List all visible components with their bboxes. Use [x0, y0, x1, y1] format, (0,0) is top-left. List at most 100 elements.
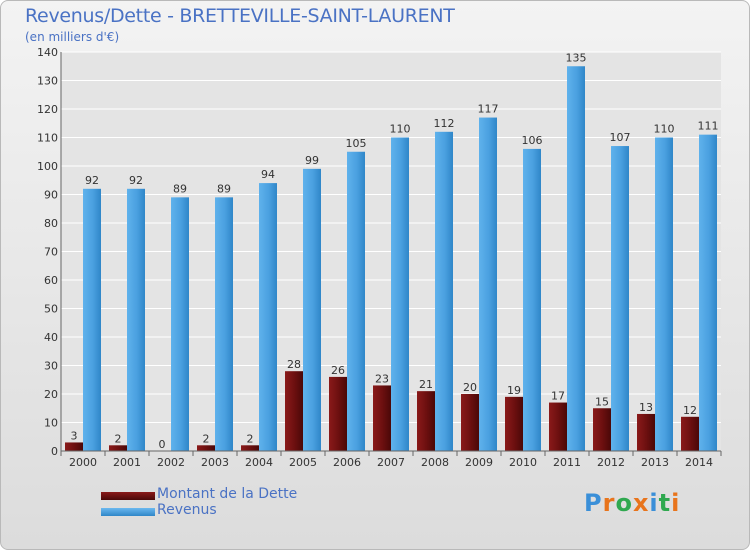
data-label-dette: 26	[331, 364, 345, 377]
bar-revenus-2002	[171, 197, 189, 451]
y-tick-label: 110	[37, 132, 58, 145]
data-label-dette: 3	[71, 429, 78, 442]
x-tick-label: 2000	[69, 456, 97, 469]
data-label-revenus: 89	[173, 182, 187, 195]
y-tick-label: 20	[44, 388, 58, 401]
data-label-dette: 2	[203, 432, 210, 445]
x-tick-label: 2004	[245, 456, 273, 469]
x-tick-label: 2010	[509, 456, 537, 469]
y-tick-label: 140	[37, 46, 58, 59]
data-label-revenus: 107	[610, 131, 631, 144]
data-label-revenus: 110	[390, 123, 411, 136]
y-tick-label: 60	[44, 274, 58, 287]
bar-revenus-2000	[83, 188, 101, 452]
bar-dette-2003	[197, 445, 215, 451]
x-tick-label: 2006	[333, 456, 361, 469]
legend-swatch-dette	[101, 492, 155, 500]
legend-swatch-revenus	[101, 508, 155, 516]
y-tick-label: 10	[44, 417, 58, 430]
bar-revenus-2003	[215, 197, 233, 451]
bar-revenus-2009	[479, 117, 497, 452]
data-label-dette: 23	[375, 372, 389, 385]
bar-dette-2013	[637, 413, 655, 451]
bar-revenus-2004	[259, 183, 277, 451]
logo-letter: i	[649, 489, 659, 517]
data-label-revenus: 117	[478, 103, 499, 116]
data-label-dette: 15	[595, 395, 609, 408]
x-tick-label: 2012	[597, 456, 625, 469]
bar-dette-2004	[241, 445, 259, 451]
data-label-dette: 0	[159, 438, 166, 451]
logo-letter: r	[602, 489, 616, 517]
bar-revenus-2006	[347, 151, 365, 451]
logo-letter: i	[671, 489, 681, 517]
logo-letter: x	[632, 489, 650, 517]
bar-revenus-2014	[699, 134, 717, 451]
data-label-dette: 12	[683, 404, 697, 417]
y-tick-label: 0	[51, 445, 58, 458]
x-tick-label: 2005	[289, 456, 317, 469]
legend-label-dette: Montant de la Dette	[157, 486, 298, 502]
bar-dette-2000	[65, 442, 83, 451]
data-label-revenus: 111	[698, 120, 719, 133]
bar-dette-2011	[549, 402, 567, 451]
x-tick-label: 2013	[641, 456, 669, 469]
y-tick-label: 90	[44, 189, 58, 202]
data-label-dette: 28	[287, 358, 301, 371]
data-label-dette: 13	[639, 401, 653, 414]
bar-revenus-2010	[523, 148, 541, 451]
bar-dette-2007	[373, 385, 391, 451]
logo-letter: o	[615, 489, 633, 517]
bar-dette-2006	[329, 376, 347, 451]
bar-dette-2005	[285, 371, 303, 451]
x-tick-label: 2011	[553, 456, 581, 469]
logo-letter: P	[584, 489, 603, 517]
bar-dette-2014	[681, 416, 699, 451]
logo-letter: t	[658, 489, 672, 517]
legend-label-revenus: Revenus	[157, 502, 217, 518]
y-tick-label: 30	[44, 360, 58, 373]
data-label-revenus: 112	[434, 117, 455, 130]
bar-dette-2012	[593, 408, 611, 451]
data-label-revenus: 110	[654, 123, 675, 136]
data-label-dette: 2	[247, 432, 254, 445]
chart-subtitle: (en milliers d'€)	[25, 30, 120, 44]
y-tick-label: 70	[44, 246, 58, 259]
bar-revenus-2013	[655, 137, 673, 451]
x-tick-label: 2001	[113, 456, 141, 469]
y-tick-label: 100	[37, 160, 58, 173]
data-label-revenus: 92	[129, 174, 143, 187]
x-tick-label: 2014	[685, 456, 713, 469]
bar-dette-2010	[505, 396, 523, 451]
x-tick-label: 2008	[421, 456, 449, 469]
bar-revenus-2005	[303, 168, 321, 451]
data-label-revenus: 89	[217, 182, 231, 195]
data-label-dette: 20	[463, 381, 477, 394]
data-label-dette: 17	[551, 390, 565, 403]
y-tick-label: 40	[44, 331, 58, 344]
data-label-dette: 19	[507, 384, 521, 397]
bar-revenus-2011	[567, 66, 585, 451]
bar-revenus-2008	[435, 131, 453, 452]
chart-title: Revenus/Dette - BRETTEVILLE-SAINT-LAUREN…	[25, 5, 455, 27]
bar-dette-2001	[109, 445, 127, 451]
x-tick-label: 2003	[201, 456, 229, 469]
bar-dette-2009	[461, 394, 479, 451]
data-label-revenus: 92	[85, 174, 99, 187]
x-tick-label: 2002	[157, 456, 185, 469]
data-label-revenus: 135	[566, 51, 587, 64]
y-tick-label: 130	[37, 75, 58, 88]
proxiti-logo: Proxiti	[584, 489, 680, 517]
bar-revenus-2007	[391, 137, 409, 451]
y-tick-label: 80	[44, 217, 58, 230]
x-tick-label: 2009	[465, 456, 493, 469]
data-label-revenus: 94	[261, 168, 275, 181]
data-label-revenus: 106	[522, 134, 543, 147]
data-label-dette: 21	[419, 378, 433, 391]
data-label-dette: 2	[115, 432, 122, 445]
y-tick-label: 120	[37, 103, 58, 116]
bar-revenus-2001	[127, 188, 145, 452]
bar-revenus-2012	[611, 146, 629, 452]
bar-dette-2008	[417, 391, 435, 451]
